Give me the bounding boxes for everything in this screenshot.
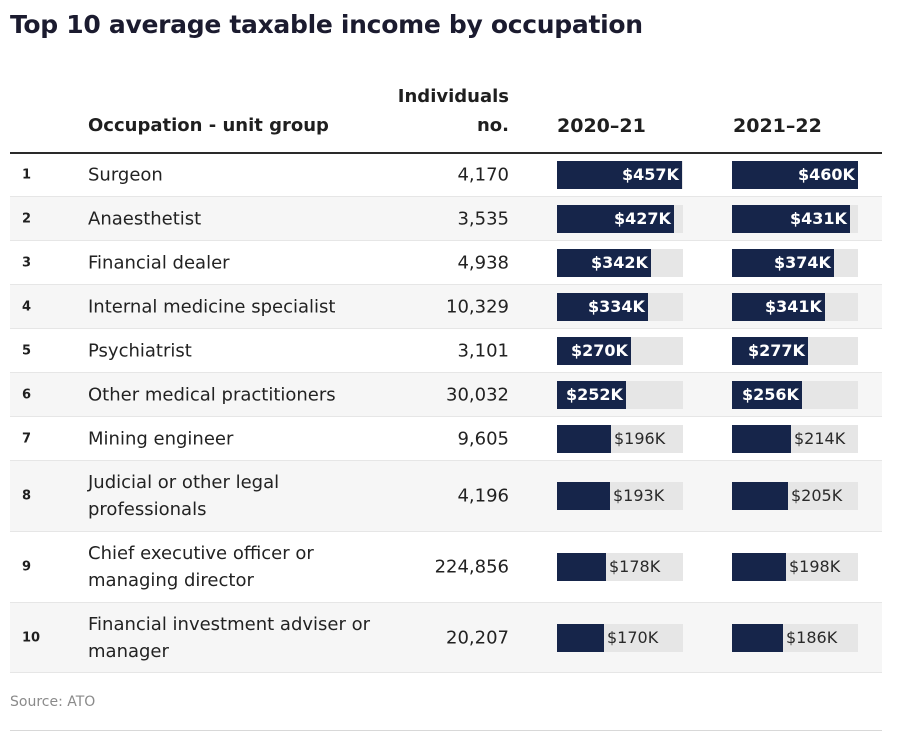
bar-label-2021-22: $198K (789, 557, 840, 577)
individuals-value: 3,101 (457, 340, 509, 361)
bar-label-2021-22: $341K (765, 297, 822, 317)
table-body: 1 Surgeon 4,170 $457K $460K 2 Anaesthetist 3,53… (10, 154, 882, 673)
rank-label: 6 (22, 387, 31, 402)
individuals-value: 3,535 (457, 208, 509, 229)
occupation-label: Financial investment adviser or manager (88, 611, 378, 665)
occupation-label: Anaesthetist (88, 205, 378, 232)
table-row: 6 Other medical practitioners 30,032 $252K $… (10, 373, 882, 417)
bar-label-2021-22: $256K (742, 385, 799, 405)
occupation-label: Financial dealer (88, 249, 378, 276)
table-row: 1 Surgeon 4,170 $457K $460K (10, 154, 882, 197)
bar-track-2020-21: $178K (557, 553, 683, 581)
bar-label-2021-22: $374K (774, 253, 831, 273)
header-year-2020-21: 2020–21 (557, 115, 646, 137)
bar-label-2020-21: $193K (613, 486, 664, 506)
bar-track-2021-22: $431K (732, 205, 858, 233)
table-row: 10 Financial investment adviser or manage… (10, 603, 882, 673)
header-individuals-unit: no. (477, 115, 509, 136)
bar-label-2021-22: $431K (790, 209, 847, 229)
bar-label-2021-22: $186K (786, 628, 837, 648)
bar-label-2020-21: $196K (614, 429, 665, 449)
individuals-value: 20,207 (446, 627, 509, 648)
bar-track-2021-22: $205K (732, 482, 858, 510)
bar-label-2020-21: $334K (588, 297, 645, 317)
bar-2021-22 (732, 624, 783, 652)
bar-label-2020-21: $342K (591, 253, 648, 273)
rank-label: 5 (22, 343, 31, 358)
bar-label-2020-21: $178K (609, 557, 660, 577)
header-occupation: Occupation - unit group (88, 115, 329, 136)
bar-2021-22 (732, 425, 791, 453)
table-row: 9 Chief executive officer or managing dir… (10, 532, 882, 603)
bar-track-2021-22: $256K (732, 381, 858, 409)
bar-2020-21 (557, 425, 611, 453)
table-row: 7 Mining engineer 9,605 $196K $214K (10, 417, 882, 461)
bar-2020-21 (557, 553, 606, 581)
bar-label-2020-21: $427K (614, 209, 671, 229)
occupation-label: Chief executive officer or managing dire… (88, 540, 378, 594)
individuals-value: 10,329 (446, 296, 509, 317)
bar-track-2021-22: $198K (732, 553, 858, 581)
bar-track-2020-21: $193K (557, 482, 683, 510)
table-row: 8 Judicial or other legal professionals 4,… (10, 461, 882, 532)
bar-label-2021-22: $214K (794, 429, 845, 449)
table-row: 3 Financial dealer 4,938 $342K $374K (10, 241, 882, 285)
bar-track-2020-21: $270K (557, 337, 683, 365)
bar-2020-21 (557, 482, 610, 510)
rank-label: 10 (22, 630, 40, 645)
occupation-label: Other medical practitioners (88, 381, 378, 408)
bar-2021-22 (732, 553, 786, 581)
bar-track-2020-21: $427K (557, 205, 683, 233)
occupation-label: Judicial or other legal professionals (88, 469, 378, 523)
individuals-value: 224,856 (435, 557, 509, 578)
bar-track-2021-22: $374K (732, 249, 858, 277)
rank-label: 3 (22, 255, 31, 270)
bar-track-2021-22: $214K (732, 425, 858, 453)
bar-track-2020-21: $196K (557, 425, 683, 453)
bar-track-2020-21: $252K (557, 381, 683, 409)
bar-label-2021-22: $205K (791, 486, 842, 506)
table-row: 4 Internal medicine specialist 10,329 $334K… (10, 285, 882, 329)
occupation-label: Internal medicine specialist (88, 293, 378, 320)
bar-2021-22 (732, 482, 788, 510)
bar-track-2021-22: $341K (732, 293, 858, 321)
bar-label-2020-21: $252K (566, 385, 623, 405)
individuals-value: 4,938 (457, 252, 509, 273)
table-row: 5 Psychiatrist 3,101 $270K $277K (10, 329, 882, 373)
bar-track-2020-21: $334K (557, 293, 683, 321)
chart-title: Top 10 average taxable income by occupat… (10, 10, 643, 39)
individuals-value: 9,605 (457, 428, 509, 449)
occupation-label: Psychiatrist (88, 337, 378, 364)
header-year-2021-22: 2021–22 (733, 115, 822, 137)
bar-label-2021-22: $460K (798, 165, 855, 185)
bar-track-2021-22: $277K (732, 337, 858, 365)
bar-track-2020-21: $342K (557, 249, 683, 277)
bar-track-2020-21: $170K (557, 624, 683, 652)
rank-label: 1 (22, 168, 31, 183)
rank-label: 4 (22, 299, 31, 314)
rank-label: 2 (22, 211, 31, 226)
header-individuals: Individuals (398, 86, 509, 107)
rank-label: 7 (22, 431, 31, 446)
source-note: Source: ATO (10, 694, 95, 710)
occupation-label: Surgeon (88, 162, 378, 189)
individuals-value: 30,032 (446, 384, 509, 405)
bar-label-2021-22: $277K (748, 341, 805, 361)
bar-track-2020-21: $457K (557, 161, 683, 189)
bar-label-2020-21: $457K (622, 165, 679, 185)
rank-label: 9 (22, 560, 31, 575)
individuals-value: 4,170 (457, 165, 509, 186)
bar-label-2020-21: $270K (571, 341, 628, 361)
bar-track-2021-22: $186K (732, 624, 858, 652)
rank-label: 8 (22, 489, 31, 504)
bar-2020-21 (557, 624, 604, 652)
table-row: 2 Anaesthetist 3,535 $427K $431K (10, 197, 882, 241)
occupation-label: Mining engineer (88, 425, 378, 452)
individuals-value: 4,196 (457, 486, 509, 507)
bar-track-2021-22: $460K (732, 161, 858, 189)
bar-label-2020-21: $170K (607, 628, 658, 648)
